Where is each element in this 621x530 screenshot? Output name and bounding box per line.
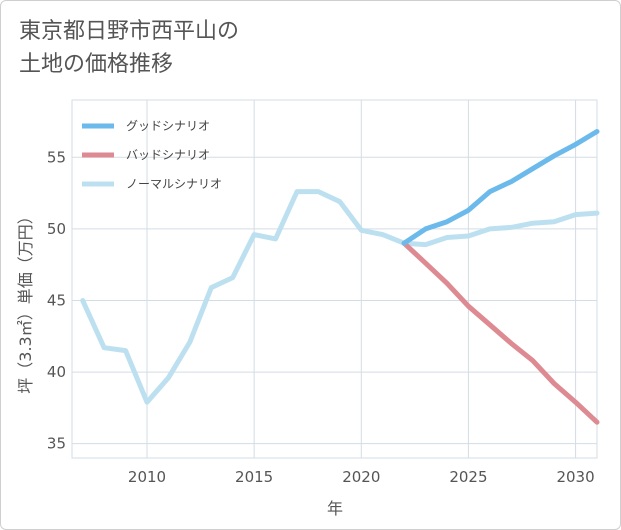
legend-label: グッドシナリオ (126, 119, 210, 133)
axes: 2010 2015 2020 2025 2030 35 40 45 50 55 (47, 148, 595, 486)
plot-area (71, 99, 598, 459)
y-tick-label: 35 (47, 435, 66, 453)
chart-title: 東京都日野市西平山の 土地の価格推移 (19, 19, 240, 77)
x-tick-label: 2020 (342, 468, 380, 486)
y-axis-label: 坪（3.3㎡）単価（万円） (16, 208, 35, 393)
series-line-2 (80, 189, 600, 405)
x-axis-label: 年 (327, 499, 343, 518)
y-tick-label: 55 (47, 148, 66, 166)
series-line-1 (401, 240, 600, 425)
x-tick-label: 2010 (128, 468, 166, 486)
y-tick-label: 40 (47, 363, 66, 381)
series (80, 129, 600, 425)
legend-label: バッドシナリオ (126, 148, 210, 162)
y-tick-label: 50 (47, 220, 66, 238)
series-line-0 (401, 129, 600, 246)
y-tick-label: 45 (47, 291, 66, 309)
x-tick-label: 2030 (556, 468, 594, 486)
legend-label: ノーマルシナリオ (126, 177, 222, 191)
x-tick-label: 2015 (235, 468, 273, 486)
x-tick-label: 2025 (449, 468, 487, 486)
